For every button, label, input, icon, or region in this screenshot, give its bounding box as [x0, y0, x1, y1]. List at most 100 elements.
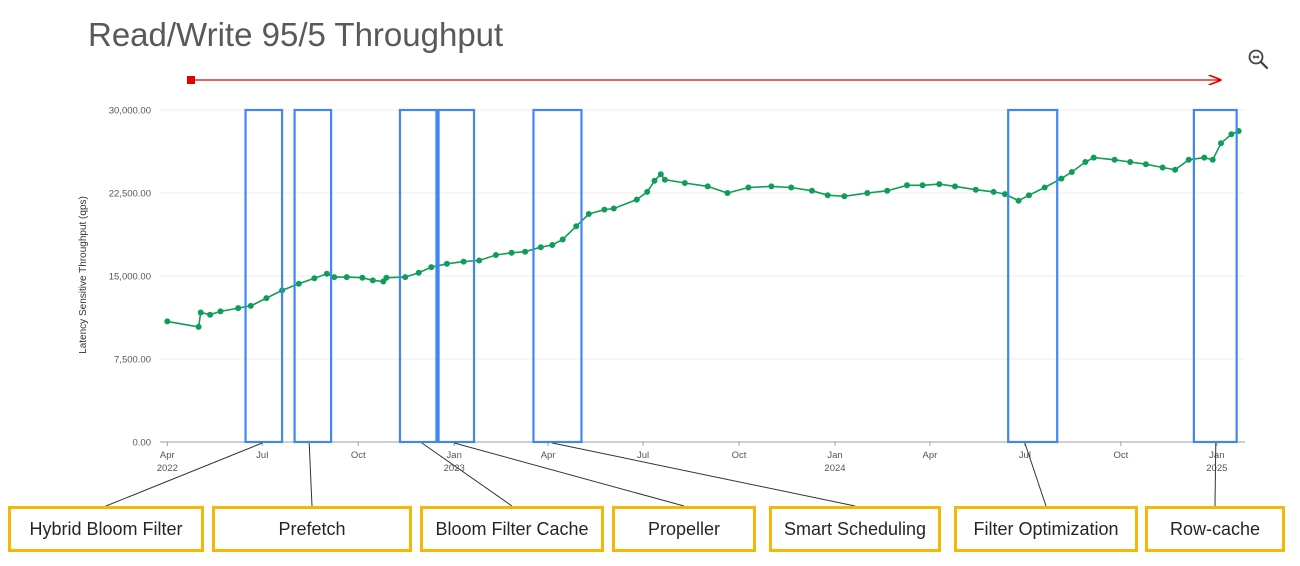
data-point [443, 260, 450, 267]
callout-connector [1024, 442, 1047, 507]
data-point [841, 193, 848, 200]
zoom-reset-icon[interactable] [1246, 47, 1270, 71]
y-tick-label: 30,000.00 [109, 106, 151, 117]
feature-callout: Propeller [612, 506, 756, 552]
data-point [1228, 131, 1235, 138]
callout-connector [105, 442, 263, 507]
y-tick-label: 22,500.00 [109, 189, 151, 200]
y-axis: 0.00 7,500.00 15,000.00 22,500.00 30,000.00 [109, 106, 151, 449]
data-point [661, 176, 668, 183]
x-tick-label: Apr [923, 450, 938, 461]
data-point [235, 305, 242, 312]
x-tick-label: Jul [637, 450, 649, 461]
data-point [651, 177, 658, 184]
feature-callout: Prefetch [212, 506, 412, 552]
data-point [1068, 169, 1075, 175]
data-point [492, 252, 499, 258]
y-axis-label: Latency Sensitive Throughput (qps) [78, 196, 89, 354]
feature-callout: Filter Optimization [954, 506, 1138, 552]
series [164, 128, 1242, 330]
data-point [824, 192, 831, 199]
y-tick-label: 7,500.00 [114, 355, 151, 366]
data-point [247, 302, 254, 309]
x-tick-year-label: 2023 [444, 463, 465, 474]
data-point [549, 242, 556, 248]
x-tick-label: Apr [160, 450, 175, 461]
data-point [919, 182, 926, 189]
data-point [573, 223, 580, 230]
data-point [681, 180, 688, 186]
data-point [768, 183, 775, 190]
highlight-box [398, 108, 438, 444]
series-line [167, 130, 1240, 328]
highlight-box [532, 108, 583, 444]
callout-connector [552, 442, 856, 507]
data-point [972, 186, 979, 193]
data-point [1111, 156, 1118, 163]
data-point [745, 184, 752, 191]
feature-callout: Hybrid Bloom Filter [8, 506, 204, 552]
data-point [644, 188, 651, 195]
feature-callout: Smart Scheduling [769, 506, 941, 552]
data-point [990, 188, 997, 195]
callout-connector [454, 442, 685, 507]
data-point [952, 183, 958, 190]
data-point [460, 258, 467, 265]
data-point [1026, 192, 1032, 199]
feature-callout: Row-cache [1145, 506, 1285, 552]
data-point [383, 274, 390, 281]
x-tick-label: Jul [256, 450, 268, 461]
data-point [633, 196, 640, 203]
x-tick-label: Jan [827, 450, 842, 461]
data-point [1142, 161, 1149, 168]
data-point [1209, 156, 1216, 163]
data-point [559, 236, 566, 243]
x-tick-label: Apr [541, 450, 556, 461]
data-point [601, 206, 608, 213]
data-point [263, 295, 270, 302]
y-tick-label: 0.00 [133, 438, 152, 449]
x-tick-label: Oct [351, 450, 366, 461]
x-tick-label: Jul [1019, 450, 1031, 461]
data-point [1159, 164, 1166, 171]
data-point [1002, 191, 1008, 198]
x-tick-label: Oct [1113, 450, 1128, 461]
data-point [359, 274, 366, 281]
data-point [217, 308, 224, 315]
callout-connector [308, 442, 313, 507]
x-tick-label: Jan [1209, 450, 1224, 461]
data-point [1172, 166, 1179, 173]
data-point [476, 257, 483, 264]
callout-connectors [105, 442, 1217, 507]
data-point [936, 181, 943, 188]
data-point [369, 277, 376, 284]
data-point [311, 275, 318, 282]
data-point [1082, 159, 1089, 165]
data-point [884, 187, 891, 194]
data-point [197, 309, 204, 316]
data-point [1201, 154, 1208, 161]
highlight-box [437, 108, 476, 444]
data-point [704, 183, 711, 190]
data-point [1127, 159, 1134, 165]
data-point [323, 270, 330, 277]
highlight-box [1192, 108, 1238, 444]
data-point [295, 280, 302, 287]
data-point [537, 244, 544, 251]
highlight-box [244, 108, 284, 444]
data-point [1041, 184, 1048, 191]
highlight-box [293, 108, 333, 444]
callout-connector [421, 442, 513, 507]
data-point [343, 274, 350, 281]
data-point [788, 184, 795, 191]
data-point [195, 323, 202, 330]
data-point [864, 190, 871, 196]
data-point [724, 190, 731, 196]
data-point [809, 187, 815, 194]
x-tick-year-label: 2024 [824, 463, 845, 474]
data-point [164, 318, 171, 325]
data-point [428, 264, 435, 271]
x-tick-year-label: 2025 [1206, 463, 1227, 474]
x-tick-label: Jan [447, 450, 462, 461]
